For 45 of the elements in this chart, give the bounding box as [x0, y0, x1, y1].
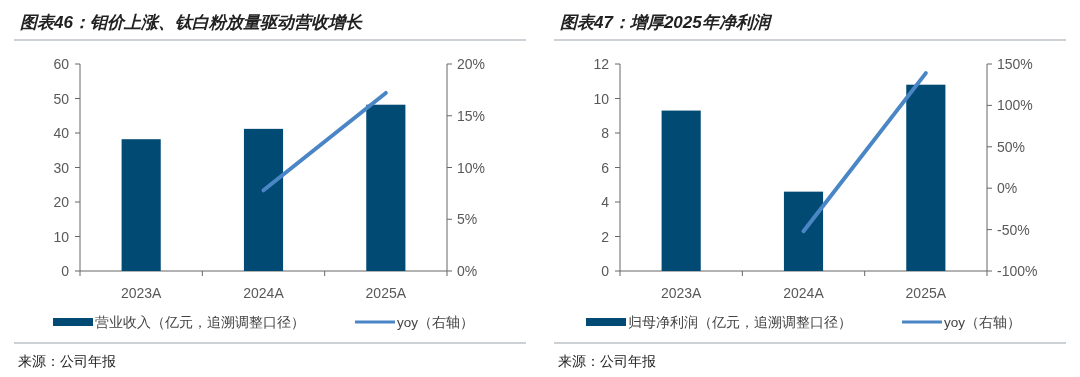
- y-tick-label: 40: [53, 125, 70, 141]
- y-tick-label: 6: [601, 159, 610, 176]
- chart-title: 图表47：增厚2025年净利润: [560, 13, 773, 32]
- bar: [121, 139, 161, 271]
- x-tick-label: 2024A: [243, 285, 285, 301]
- source-note: 来源：公司年报: [18, 354, 116, 369]
- y-tick-label: 30: [53, 159, 70, 176]
- bar: [661, 110, 701, 271]
- y2-tick-label: -50%: [997, 221, 1030, 238]
- y-tick-label: 10: [53, 228, 70, 245]
- y2-tick-label: 0%: [997, 180, 1018, 197]
- y2-tick-label: 50%: [997, 138, 1026, 155]
- y-tick-label: 20: [53, 194, 70, 210]
- bar: [366, 104, 406, 271]
- y-tick-label: 12: [593, 56, 610, 72]
- bar: [243, 128, 284, 271]
- legend-label: 归母净利润（亿元，追溯调整口径）: [627, 315, 852, 330]
- legend-label: 营业收入（亿元，追溯调整口径）: [94, 315, 305, 330]
- y2-tick-label: 5%: [457, 211, 478, 228]
- bar: [906, 84, 946, 271]
- y2-tick-label: 0%: [457, 263, 478, 279]
- chart-title: 图表46：钼价上涨、钛白粉放量驱动营收增长: [20, 13, 363, 32]
- bar: [783, 191, 824, 271]
- y-tick-label: 0: [601, 263, 610, 279]
- y-tick-label: 0: [61, 263, 70, 279]
- x-tick-label: 2025A: [905, 285, 947, 301]
- x-tick-label: 2025A: [365, 285, 407, 301]
- x-tick-label: 2023A: [120, 285, 163, 301]
- x-tick-label: 2023A: [660, 285, 703, 301]
- y2-tick-label: 15%: [457, 107, 486, 124]
- y2-tick-label: 100%: [997, 97, 1033, 114]
- legend-label: yoy（右轴）: [396, 315, 475, 330]
- y2-tick-label: -100%: [997, 263, 1038, 279]
- y-tick-label: 8: [601, 125, 610, 141]
- y2-tick-label: 150%: [997, 56, 1033, 72]
- y-tick-label: 60: [53, 56, 70, 72]
- y2-tick-label: 10%: [457, 159, 486, 176]
- source-note: 来源：公司年报: [558, 354, 656, 369]
- y2-tick-label: 20%: [457, 56, 486, 72]
- y-tick-label: 4: [601, 194, 610, 210]
- y-tick-label: 2: [601, 228, 610, 245]
- y-tick-label: 50: [53, 90, 70, 107]
- x-tick-label: 2024A: [783, 285, 825, 301]
- legend-label: yoy（右轴）: [943, 315, 1022, 330]
- y-tick-label: 10: [593, 90, 610, 107]
